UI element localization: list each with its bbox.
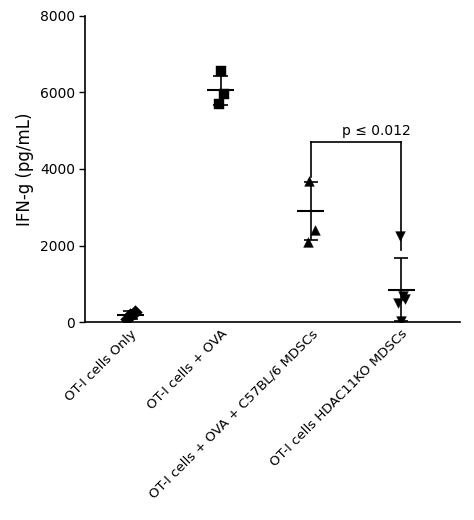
Text: p ≤ 0.012: p ≤ 0.012 — [343, 124, 411, 138]
Point — [131, 307, 139, 316]
Point — [399, 291, 407, 300]
Point — [304, 238, 312, 246]
Point — [127, 311, 134, 320]
Y-axis label: IFN-g (pg/mL): IFN-g (pg/mL) — [16, 112, 34, 226]
Point — [217, 67, 225, 75]
Point — [311, 226, 319, 235]
Point — [123, 315, 131, 323]
Point — [305, 176, 313, 185]
Point — [401, 294, 409, 303]
Point — [394, 299, 401, 307]
Point — [220, 90, 228, 98]
Point — [397, 317, 405, 326]
Point — [396, 232, 404, 240]
Point — [215, 100, 223, 108]
